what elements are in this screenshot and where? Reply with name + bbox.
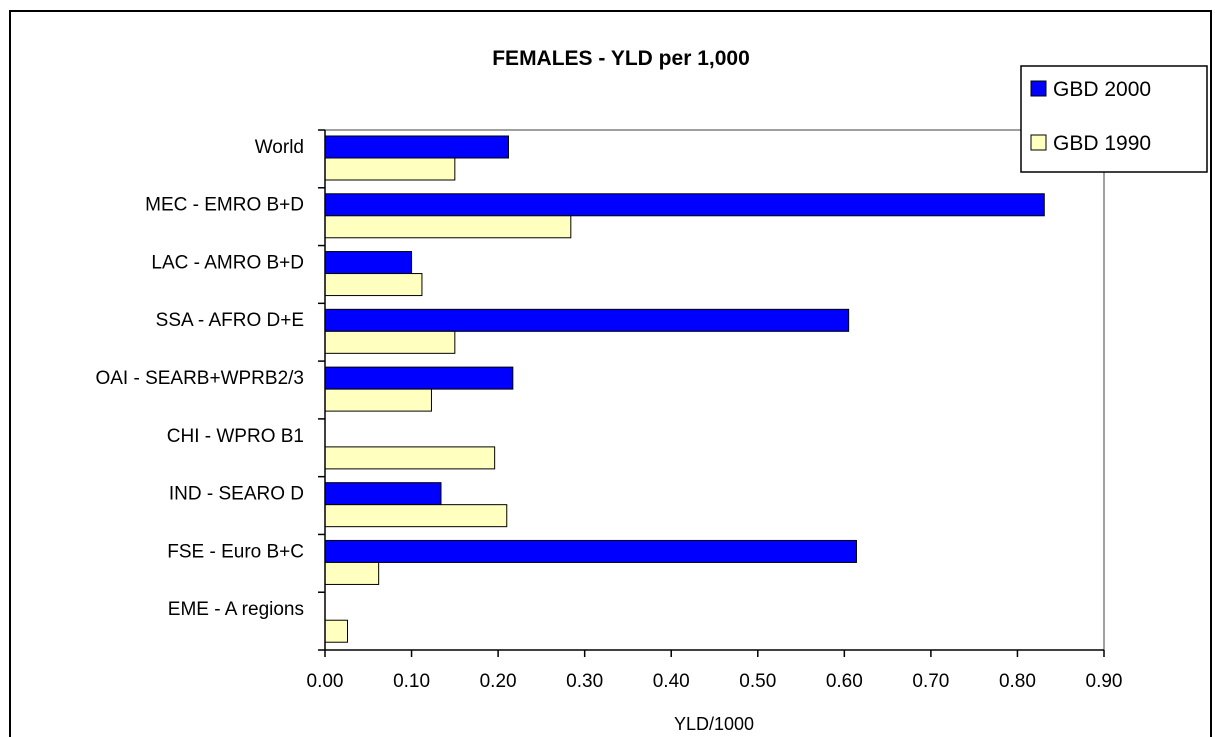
category-label: OAI - SEARB+WPRB2/3	[95, 368, 304, 389]
legend: GBD 2000 GBD 1990	[1020, 65, 1208, 173]
bar-gbd-2000	[324, 308, 850, 332]
bar-gbd-1990	[324, 446, 496, 470]
x-axis-title: YLD/1000	[674, 714, 754, 734]
x-tick-label: 0.00	[307, 671, 344, 692]
axes	[318, 129, 1104, 651]
x-tick-label: 0.10	[393, 671, 430, 692]
category-label: EME - A regions	[168, 599, 304, 620]
legend-box	[1020, 65, 1208, 173]
bar-gbd-2000	[324, 193, 1045, 217]
category-label: CHI - WPRO B1	[167, 426, 304, 447]
x-tick-label: 0.60	[826, 671, 863, 692]
bar-gbd-1990	[324, 157, 456, 181]
legend-swatch-gbd-1990	[1030, 134, 1047, 151]
x-ticks: 0.00 0.10 0.20 0.30 0.40 0.50 0.60 0.70 0.80 0.90	[307, 650, 1123, 692]
legend-label-gbd-2000: GBD 2000	[1053, 78, 1151, 101]
x-tick-label: 0.90	[1086, 671, 1123, 692]
bar-gbd-2000	[324, 539, 857, 563]
x-tick-label: 0.20	[480, 671, 517, 692]
x-tick-label: 0.70	[912, 671, 949, 692]
bar-gbd-1990	[324, 330, 456, 354]
bar-gbd-1990	[324, 215, 572, 239]
x-tick-label: 0.50	[739, 671, 776, 692]
bar-gbd-1990	[324, 273, 423, 297]
category-label: World	[255, 137, 304, 158]
bar-gbd-1990	[324, 388, 432, 412]
bar-gbd-2000	[324, 482, 442, 506]
category-label: FSE - Euro B+C	[167, 541, 304, 562]
x-tick-label: 0.40	[653, 671, 690, 692]
legend-swatch-gbd-2000	[1030, 80, 1047, 97]
bar-gbd-1990	[324, 619, 349, 643]
category-labels: World MEC - EMRO B+D LAC - AMRO B+D SSA - A…	[95, 137, 304, 620]
bar-gbd-2000	[324, 366, 514, 390]
bar-gbd-2000	[324, 251, 413, 275]
bar-gbd-2000	[324, 135, 509, 159]
chart-border	[9, 10, 1212, 737]
bar-gbd-1990	[324, 504, 508, 528]
chart-title: FEMALES - YLD per 1,000	[492, 47, 750, 70]
x-tick-label: 0.30	[566, 671, 603, 692]
bar-gbd-1990	[324, 561, 380, 585]
category-label: IND - SEARO D	[169, 484, 304, 505]
category-label: LAC - AMRO B+D	[151, 252, 304, 273]
category-label: SSA - AFRO D+E	[156, 310, 304, 331]
category-label: MEC - EMRO B+D	[145, 195, 304, 216]
x-tick-label: 0.80	[999, 671, 1036, 692]
legend-label-gbd-1990: GBD 1990	[1053, 132, 1151, 155]
